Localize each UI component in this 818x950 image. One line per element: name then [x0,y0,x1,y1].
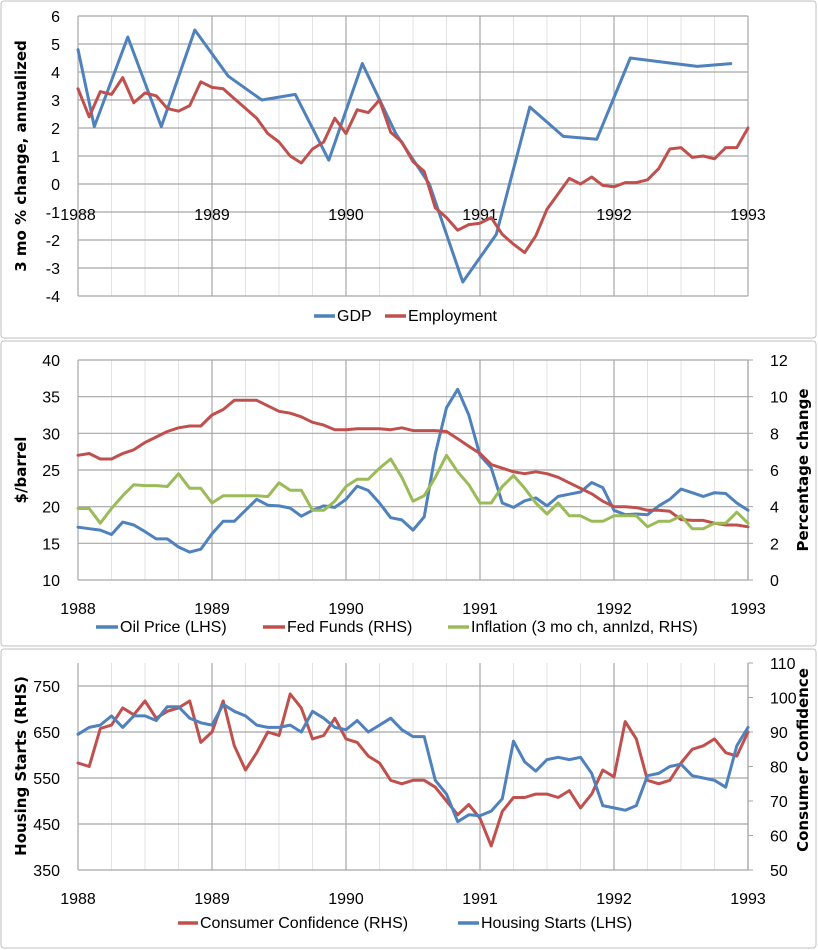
y-right-tick-label: 110 [770,656,796,673]
y-right-tick-label: 60 [770,829,788,846]
y-right-tick-label: 70 [770,794,788,811]
y-right-tick-label: 0 [770,573,779,590]
x-tick-label: 1992 [596,891,632,908]
x-tick-label: 1993 [730,891,766,908]
y-tick-label: -2 [46,233,60,250]
y-tick-label: 750 [33,679,60,696]
y-tick-label: 650 [33,725,60,742]
y-tick-label: 35 [42,390,60,407]
legend-label: Housing Starts (LHS) [481,915,632,932]
x-tick-label: 1989 [194,891,230,908]
x-tick-label: 1990 [328,207,364,224]
y-axis-title: Housing Starts (RHS) [12,676,30,856]
y-tick-label: 6 [51,9,60,26]
y-tick-label: 20 [42,500,60,517]
y-axis-title: 3 mo % change, annualized [12,40,30,271]
y-right-tick-label: 6 [770,463,779,480]
y-tick-label: 0 [51,177,60,194]
x-tick-label: 1993 [730,601,766,618]
confidence-housing-chart: 750 650 550 450 350 110 100 90 80 70 60 50 1988 1989 1… [12,656,812,932]
x-tick-label: 1988 [60,207,96,224]
y-tick-label: 1 [51,149,60,166]
series-line-consumer-confidence-rhs [76,692,750,848]
legend-label: Fed Funds (RHS) [287,619,412,636]
legend-label: Inflation (3 mo ch, annlzd, RHS) [471,619,698,636]
x-tick-label: 1991 [462,891,498,908]
legend-label: Consumer Confidence (RHS) [200,915,408,932]
series-line-employment [76,76,750,255]
series-line-fed-funds-rhs [76,398,750,529]
x-tick-label: 1990 [328,601,364,618]
y-right-tick-label: 8 [770,426,779,443]
y-right-tick-label: 4 [770,500,779,517]
series-line-gdp [76,28,733,284]
series-line-housing-starts-lhs [76,702,750,824]
y-tick-label: 30 [42,426,60,443]
x-tick-label: 1992 [596,207,632,224]
x-tick-label: 1988 [60,891,96,908]
y-tick-label: 10 [42,573,60,590]
y-tick-label: 4 [51,65,60,82]
y-tick-label: 25 [42,463,60,480]
y-right-tick-label: 90 [770,725,788,742]
x-tick-label: 1992 [596,601,632,618]
y-tick-label: 5 [51,37,60,54]
y-tick-label: 3 [51,93,60,110]
x-tick-label: 1989 [194,207,230,224]
x-tick-label: 1989 [194,601,230,618]
y-right-tick-label: 2 [770,536,779,553]
y-tick-label: 350 [33,863,60,880]
y-right-tick-label: 12 [770,353,788,370]
y-right-tick-label: 80 [770,760,788,777]
y-tick-label: 40 [42,353,60,370]
y-tick-label: -3 [46,261,60,278]
panel-3-border [0,648,817,949]
y-right-axis-title: Consumer Confidence [794,668,812,852]
y-right-tick-label: 10 [770,390,788,407]
x-tick-label: 1990 [328,891,364,908]
y-right-tick-label: 100 [770,691,797,708]
legend-label: Oil Price (LHS) [120,619,227,636]
y-tick-label: 2 [51,121,60,138]
legend-label: Employment [408,308,497,325]
y-right-axis-title: Percentage change [794,388,812,551]
x-tick-label: 1988 [60,601,96,618]
x-tick-label: 1993 [730,207,766,224]
legend-label: GDP [337,308,372,325]
y-tick-label: -4 [46,289,60,306]
y-tick-label: -1 [46,205,60,222]
series-line-oil-price-lhs [76,387,750,554]
y-tick-label: 15 [42,536,60,553]
series-line-inflation-3-mo-ch-annlzd-rhs [76,453,750,531]
y-right-tick-label: 50 [770,863,788,880]
x-tick-label: 1991 [462,601,498,618]
y-tick-label: 450 [33,817,60,834]
y-axis-title: $/barrel [12,437,30,504]
y-tick-label: 550 [33,771,60,788]
